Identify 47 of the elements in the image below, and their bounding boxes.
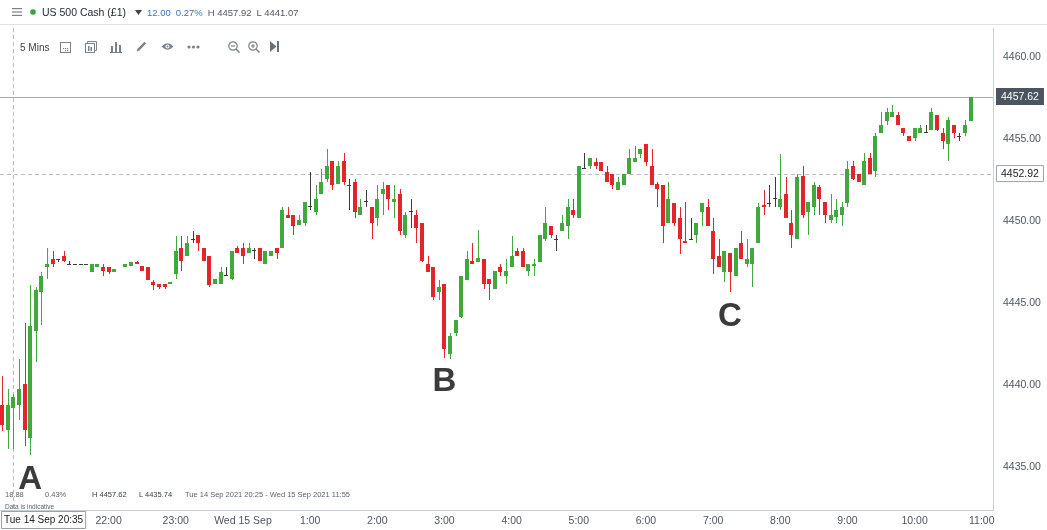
chart-title: US 500 Cash (£1) <box>42 6 127 18</box>
text: 12.00 <box>147 6 171 18</box>
candlestick <box>252 248 256 259</box>
candlestick <box>45 248 49 279</box>
annotation: B <box>432 361 457 399</box>
annotation: C <box>717 295 742 333</box>
annotation: 5 Mins <box>20 42 50 53</box>
candlestick <box>689 218 693 240</box>
y-tick-label: 4455.00 <box>1003 132 1042 145</box>
candlestick <box>762 190 766 215</box>
x-tick-label: 9:00 <box>837 514 858 527</box>
candlestick <box>683 202 687 243</box>
x-tick-label: 8:00 <box>770 514 791 527</box>
x-tick-label: 4:00 <box>501 514 522 527</box>
x-tick-label: 5:00 <box>568 514 590 527</box>
x-tick-label: 7:00 <box>702 514 724 527</box>
y-tick-label: 4445.00 <box>1003 296 1042 309</box>
x-tick-label: 3:00 <box>434 514 455 527</box>
y-tick-label: 4435.00 <box>1003 460 1042 473</box>
x-tick-label: 22:00 <box>95 514 122 527</box>
candlestick <box>392 185 396 218</box>
candlestick <box>67 261 71 265</box>
x-tick-label: 10:00 <box>901 514 928 527</box>
x-tick-label: 1:00 <box>299 514 321 527</box>
candlestick <box>409 199 413 228</box>
text: H 4457.92 <box>207 6 252 18</box>
text: L 4441.07 <box>256 6 299 18</box>
candlestick <box>554 235 558 251</box>
ref-line-label: Tue 14 Sep 20:35 <box>4 514 84 526</box>
candlestick <box>364 190 368 207</box>
candlestick <box>308 172 312 210</box>
candlestick <box>347 179 351 210</box>
x-tick-label: 11:00 <box>969 514 995 527</box>
ref-line-label: 4457.62 <box>1000 89 1040 102</box>
candlestick <box>767 185 771 207</box>
y-tick-label: 4450.00 <box>1003 214 1042 227</box>
x-tick-label: 23:00 <box>162 514 190 527</box>
candlestick <box>773 177 777 207</box>
y-tick-label: 4460.00 <box>1003 50 1042 63</box>
y-tick-label: 4440.00 <box>1003 378 1042 391</box>
text: 0.27% <box>175 6 203 18</box>
x-tick-label: Wed 15 Sep <box>214 514 272 527</box>
x-tick-label: 6:00 <box>635 514 657 527</box>
x-tick-label: 2:00 <box>367 514 388 527</box>
candlestick <box>582 153 586 169</box>
ref-line-label: 4452.92 <box>1000 166 1040 179</box>
candlestick <box>191 231 195 243</box>
